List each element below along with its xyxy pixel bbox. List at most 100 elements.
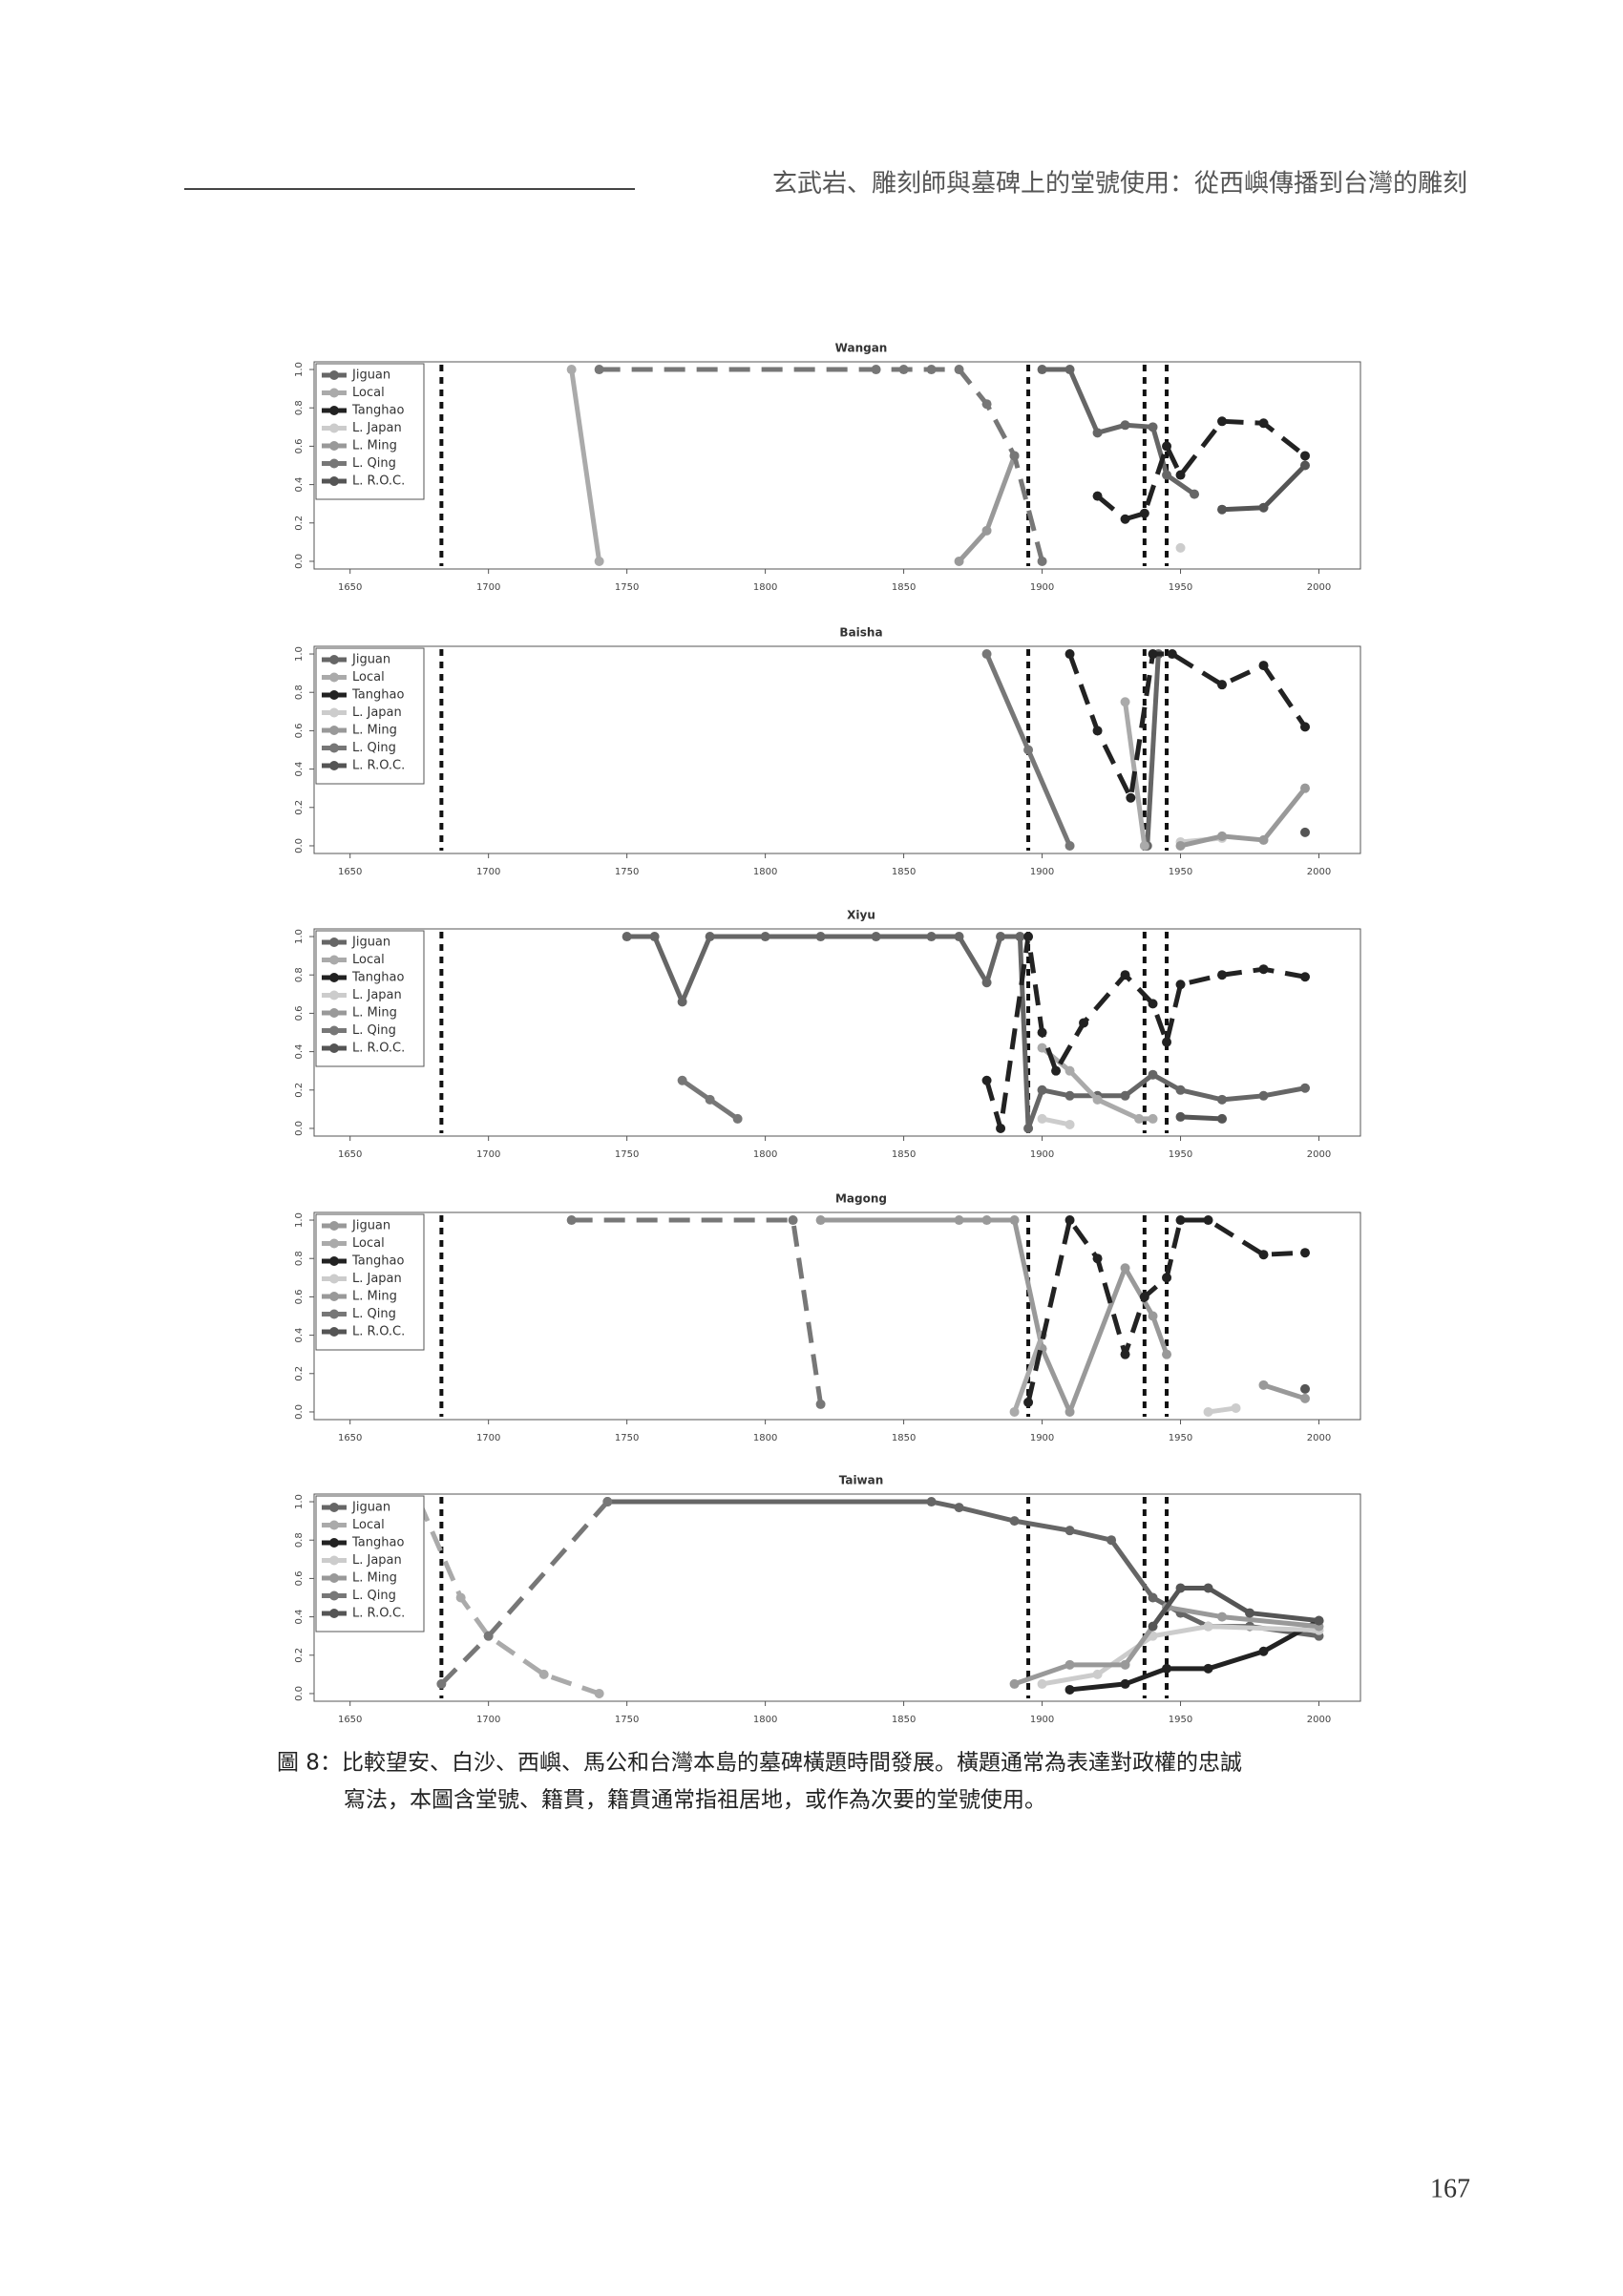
x-tick-label: 1900: [1030, 1433, 1054, 1443]
point: [1167, 649, 1177, 660]
x-tick-label: 1700: [476, 1433, 500, 1443]
x-tick-label: 1650: [338, 1149, 362, 1160]
legend-label: Jiguan: [351, 1219, 390, 1233]
point: [1120, 1349, 1130, 1359]
point: [926, 365, 937, 375]
point: [566, 1215, 577, 1226]
y-tick-label: 0.6: [294, 1570, 305, 1586]
point: [1300, 460, 1311, 471]
point: [1300, 1393, 1311, 1403]
x-tick-label: 1900: [1030, 1149, 1054, 1160]
x-tick-label: 1950: [1169, 1433, 1192, 1443]
point: [1120, 1659, 1130, 1670]
point: [1148, 422, 1158, 432]
series-line: [1042, 1624, 1319, 1687]
x-tick-label: 1750: [615, 582, 639, 593]
point: [1023, 1397, 1034, 1407]
legend-marker: [329, 743, 339, 753]
legend-label: L. Ming: [352, 439, 397, 453]
point: [1037, 1678, 1047, 1689]
point: [1037, 1113, 1047, 1124]
point: [1120, 420, 1130, 431]
legend-label: L. Japan: [352, 706, 402, 720]
chart-title: Magong: [835, 1192, 887, 1206]
point: [1314, 1615, 1324, 1626]
y-tick-label: 0.8: [294, 685, 305, 700]
y-tick-label: 0.2: [294, 1083, 305, 1098]
legend-label: L. Qing: [352, 741, 396, 755]
x-tick-label: 2000: [1307, 1433, 1331, 1443]
point: [1064, 1406, 1075, 1417]
legend-marker: [329, 1555, 339, 1566]
point: [1092, 1094, 1103, 1105]
legend-label: Tanghao: [351, 1254, 404, 1269]
legend-marker: [329, 1503, 339, 1512]
series-line: [1025, 1217, 1306, 1403]
x-tick-label: 1700: [476, 582, 500, 593]
x-tick-label: 2000: [1307, 1715, 1331, 1725]
point: [1148, 1113, 1158, 1124]
series-line: [599, 367, 1044, 562]
point: [1175, 1583, 1186, 1593]
point: [1092, 491, 1103, 501]
legend-label: L. R.O.C.: [352, 1325, 405, 1339]
y-tick-label: 0.4: [294, 1610, 305, 1625]
point: [926, 1497, 937, 1507]
point: [788, 1215, 798, 1226]
point: [1092, 1253, 1103, 1264]
y-tick-label: 0.0: [294, 1404, 305, 1420]
series-line: [1040, 1045, 1153, 1122]
point: [1120, 970, 1130, 980]
point: [483, 1631, 494, 1641]
point: [954, 932, 964, 942]
point: [1175, 1215, 1186, 1226]
series-line: [1145, 653, 1161, 847]
chart-title: Taiwan: [839, 1474, 884, 1487]
legend-marker: [329, 761, 339, 770]
x-tick-label: 2000: [1307, 867, 1331, 877]
point: [1162, 470, 1172, 480]
y-tick-label: 0.2: [294, 800, 305, 815]
legend-label: L. Japan: [352, 1553, 402, 1568]
point: [1064, 649, 1075, 660]
point: [1300, 783, 1311, 793]
point: [1064, 1526, 1075, 1536]
point: [1175, 1111, 1186, 1122]
point: [1217, 1113, 1228, 1124]
x-tick-label: 1750: [615, 867, 639, 877]
legend-marker: [329, 955, 339, 965]
legend-marker: [329, 937, 339, 947]
legend-label: L. R.O.C.: [352, 759, 405, 773]
point: [1134, 1113, 1145, 1124]
point: [1092, 1669, 1103, 1679]
series-line: [626, 934, 1306, 1131]
x-tick-label: 1750: [615, 1433, 639, 1443]
point: [981, 1075, 992, 1085]
point: [1231, 1402, 1241, 1413]
series-line: [1012, 1334, 1044, 1413]
legend-label: Local: [352, 1236, 385, 1251]
point: [1300, 722, 1311, 732]
point: [815, 1399, 826, 1409]
x-tick-label: 1850: [892, 867, 916, 877]
point: [1162, 1663, 1172, 1674]
point: [1162, 1349, 1172, 1359]
legend-label: Local: [352, 670, 385, 685]
point: [705, 932, 715, 942]
point: [1092, 428, 1103, 438]
point: [1162, 1273, 1172, 1283]
x-tick-label: 1650: [338, 582, 362, 593]
point: [1120, 697, 1130, 707]
caption-line: 圖 8：比較望安、白沙、西嶼、馬公和台灣本島的墓碑橫題時間發展。橫題通常為表達對…: [277, 1751, 1242, 1776]
point: [1217, 1094, 1228, 1105]
point: [1120, 1090, 1130, 1101]
x-tick-label: 1700: [476, 1149, 500, 1160]
running-header: 玄武岩、雕刻師與墓碑上的堂號使用：從西嶼傳播到台灣的雕刻: [772, 170, 1467, 199]
y-tick-label: 1.0: [294, 1212, 305, 1228]
x-tick-label: 2000: [1307, 1149, 1331, 1160]
y-tick-label: 0.6: [294, 438, 305, 453]
point: [622, 932, 632, 942]
legend-label: L. Ming: [352, 1290, 397, 1304]
y-tick-label: 1.0: [294, 646, 305, 662]
x-tick-label: 1750: [615, 1715, 639, 1725]
